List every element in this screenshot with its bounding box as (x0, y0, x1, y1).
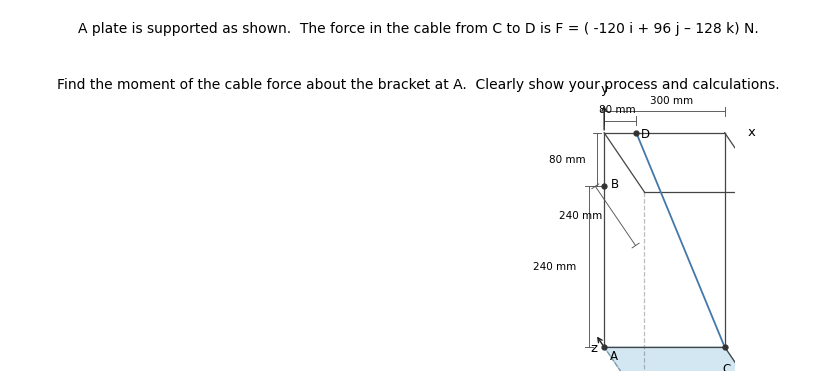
Text: B: B (610, 178, 619, 191)
Text: z: z (590, 342, 597, 355)
Text: Find the moment of the cable force about the bracket at A.  Clearly show your pr: Find the moment of the cable force about… (57, 78, 779, 92)
Text: A plate is supported as shown.  The force in the cable from C to D is F = ( -120: A plate is supported as shown. The force… (78, 22, 758, 36)
Text: C: C (721, 362, 729, 371)
Text: A: A (609, 350, 618, 363)
Polygon shape (604, 347, 764, 371)
Text: x: x (747, 126, 754, 139)
Text: 300 mm: 300 mm (649, 96, 692, 106)
Text: D: D (640, 128, 650, 141)
Text: 80 mm: 80 mm (548, 155, 585, 164)
Text: 240 mm: 240 mm (558, 211, 602, 221)
Text: 80 mm: 80 mm (599, 105, 635, 115)
Text: 240 mm: 240 mm (533, 262, 575, 272)
Text: y: y (599, 83, 607, 96)
